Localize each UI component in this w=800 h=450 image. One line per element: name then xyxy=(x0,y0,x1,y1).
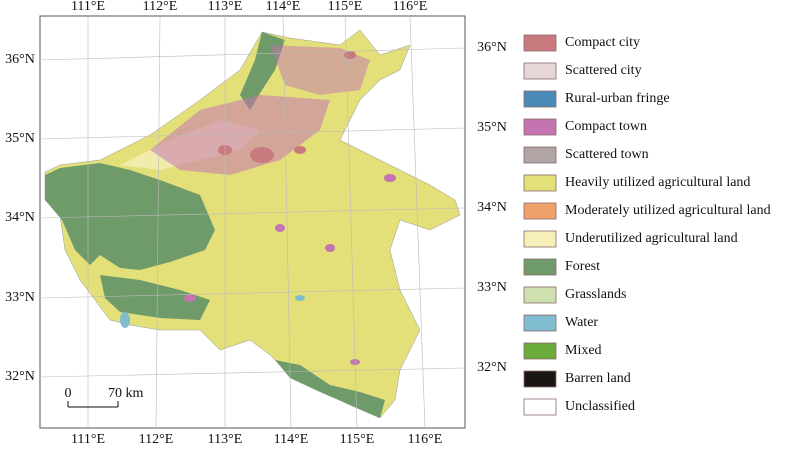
scale-bar xyxy=(67,401,119,408)
legend-swatch xyxy=(523,62,557,80)
longitude-label: 116°E xyxy=(393,0,428,14)
legend-swatch xyxy=(523,314,557,332)
legend-label: Heavily utilized agricultural land xyxy=(565,175,750,190)
meridian xyxy=(155,15,161,429)
town xyxy=(384,174,396,182)
legend-swatch xyxy=(523,174,557,192)
legend-label: Scattered city xyxy=(565,63,642,78)
legend-swatch xyxy=(523,90,557,108)
latitude-label: 35°N xyxy=(5,131,35,146)
legend-label: Water xyxy=(565,315,598,330)
urban-area xyxy=(270,45,370,95)
longitude-label: 114°E xyxy=(274,432,309,447)
legend-swatch xyxy=(523,202,557,220)
legend-swatch xyxy=(523,118,557,136)
legend-label: Scattered town xyxy=(565,147,649,162)
legend-label: Forest xyxy=(565,259,600,274)
map: 0 70 km 111°E 112°E 113°E 114°E 115°E 116°E 111°… xyxy=(5,0,507,447)
parallel xyxy=(39,207,466,219)
legend-swatch xyxy=(523,258,557,276)
legend-label: Barren land xyxy=(565,371,631,386)
meridian xyxy=(344,15,358,429)
latitude-label: 35°N xyxy=(477,120,507,135)
legend: Compact city Scattered city Rural-urban fr… xyxy=(523,34,771,416)
legend-swatch xyxy=(523,342,557,360)
water xyxy=(120,312,130,328)
legend-swatch xyxy=(523,370,557,388)
legend-swatch xyxy=(523,230,557,248)
city xyxy=(344,51,356,59)
legend-label: Underutilized agricultural land xyxy=(565,231,738,246)
latitude-label: 32°N xyxy=(477,360,507,375)
scale-label: 70 km xyxy=(108,386,144,401)
legend-swatch xyxy=(523,398,557,416)
longitude-label: 114°E xyxy=(266,0,301,14)
water xyxy=(295,295,305,301)
legend-label: Unclassified xyxy=(565,399,635,414)
latitude-label: 34°N xyxy=(5,210,35,225)
parallel xyxy=(39,367,466,378)
parallel xyxy=(39,47,466,61)
meridian xyxy=(282,15,292,429)
province-area xyxy=(44,29,461,419)
longitude-label: 112°E xyxy=(139,432,174,447)
legend-label: Rural-urban fringe xyxy=(565,91,670,106)
latitude-label: 36°N xyxy=(5,52,35,67)
latitude-label: 33°N xyxy=(5,290,35,305)
legend-label: Mixed xyxy=(565,343,602,358)
town xyxy=(325,244,335,252)
forest-area xyxy=(45,163,215,270)
latitude-label: 34°N xyxy=(477,200,507,215)
forest-area xyxy=(275,360,385,418)
longitude-label: 116°E xyxy=(408,432,443,447)
scale-label: 0 xyxy=(65,386,72,401)
parallel xyxy=(39,287,466,299)
legend-label: Moderately utilized agricultural land xyxy=(565,203,771,218)
latitude-label: 33°N xyxy=(477,280,507,295)
town xyxy=(275,224,285,232)
latitude-label: 32°N xyxy=(5,369,35,384)
legend-swatch xyxy=(523,286,557,304)
longitude-label: 115°E xyxy=(328,0,363,14)
legend-label: Compact town xyxy=(565,119,647,134)
legend-label: Grasslands xyxy=(565,287,626,302)
forest-area xyxy=(100,275,210,320)
longitude-label: 113°E xyxy=(208,0,243,14)
latitude-label: 36°N xyxy=(477,40,507,55)
parallel xyxy=(39,127,466,140)
city xyxy=(294,146,306,154)
longitude-label: 111°E xyxy=(71,432,105,447)
longitude-label: 113°E xyxy=(208,432,243,447)
town xyxy=(184,294,196,302)
longitude-label: 112°E xyxy=(143,0,178,14)
legend-swatch xyxy=(523,146,557,164)
city xyxy=(250,147,274,163)
longitude-label: 115°E xyxy=(340,432,375,447)
meridian xyxy=(409,15,426,429)
legend-label: Compact city xyxy=(565,35,640,50)
legend-swatch xyxy=(523,34,557,52)
longitude-label: 111°E xyxy=(71,0,105,14)
